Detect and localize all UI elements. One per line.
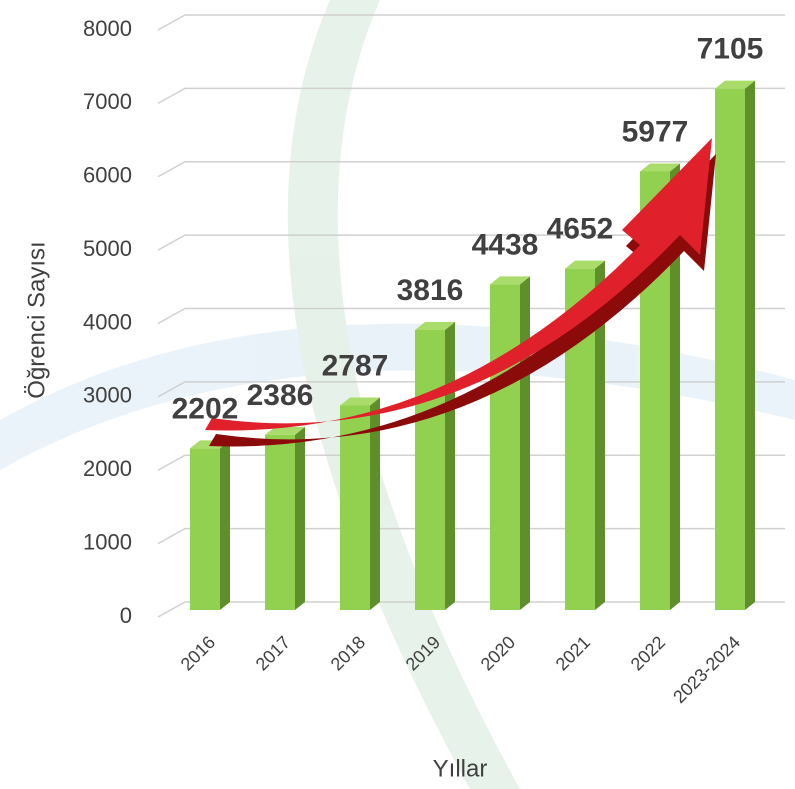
value-label: 4438 — [472, 228, 539, 261]
bar-top — [715, 80, 755, 89]
value-label: 4652 — [547, 213, 614, 246]
bar — [415, 330, 445, 610]
y-tick-label: 5000 — [83, 236, 132, 261]
value-label: 2386 — [247, 379, 314, 412]
y-tick-label: 1000 — [83, 529, 132, 554]
grid-line — [157, 601, 785, 618]
bar-side — [220, 440, 230, 610]
bar-side — [670, 163, 680, 610]
x-tick-label: 2021 — [552, 632, 594, 674]
bar-top — [640, 163, 680, 172]
y-tick-label: 7000 — [83, 89, 132, 114]
x-tick-label: 2018 — [327, 632, 369, 674]
bar — [490, 284, 520, 610]
y-tick-label: 0 — [120, 603, 132, 628]
x-tick-label: 2022 — [627, 632, 669, 674]
bar — [190, 448, 220, 610]
bar-top — [490, 276, 530, 285]
y-tick-label: 2000 — [83, 456, 132, 481]
value-label: 5977 — [622, 115, 689, 148]
grid-line — [157, 454, 785, 471]
y-tick-label: 4000 — [83, 309, 132, 334]
bar-top — [415, 322, 455, 331]
y-tick-label: 8000 — [83, 16, 132, 41]
bar — [715, 88, 745, 610]
value-label: 2787 — [322, 349, 389, 382]
grid-line — [157, 234, 785, 251]
bar-side — [520, 276, 530, 610]
value-label: 3816 — [397, 274, 464, 307]
x-tick-label: 2017 — [252, 632, 294, 674]
grid-line — [157, 161, 785, 178]
bar-top — [340, 397, 380, 406]
grid-line — [157, 307, 785, 325]
x-tick-label: 2016 — [177, 632, 219, 674]
grid — [157, 14, 785, 618]
value-label: 7105 — [697, 33, 764, 66]
x-tick-label: 2020 — [477, 632, 519, 674]
bar — [340, 405, 370, 610]
x-tick-label: 2023-2024 — [669, 632, 744, 707]
bar-side — [370, 397, 380, 610]
trend-arrow — [205, 138, 716, 447]
bar — [265, 434, 295, 610]
y-tick-label: 3000 — [83, 383, 132, 408]
bar-side — [745, 80, 755, 610]
bar-side — [295, 426, 305, 610]
grid-line — [157, 87, 785, 105]
value-label: 2202 — [172, 392, 239, 425]
bar-top — [565, 260, 605, 269]
y-axis-title: Öğrenci Sayısı — [23, 241, 50, 398]
bar-top — [265, 426, 305, 435]
bar-side — [595, 260, 605, 610]
grid-line — [157, 14, 785, 31]
bar-side — [445, 322, 455, 610]
x-axis-title: Yıllar — [433, 755, 488, 782]
grid-line — [157, 527, 785, 545]
y-tick-label: 6000 — [83, 163, 132, 188]
